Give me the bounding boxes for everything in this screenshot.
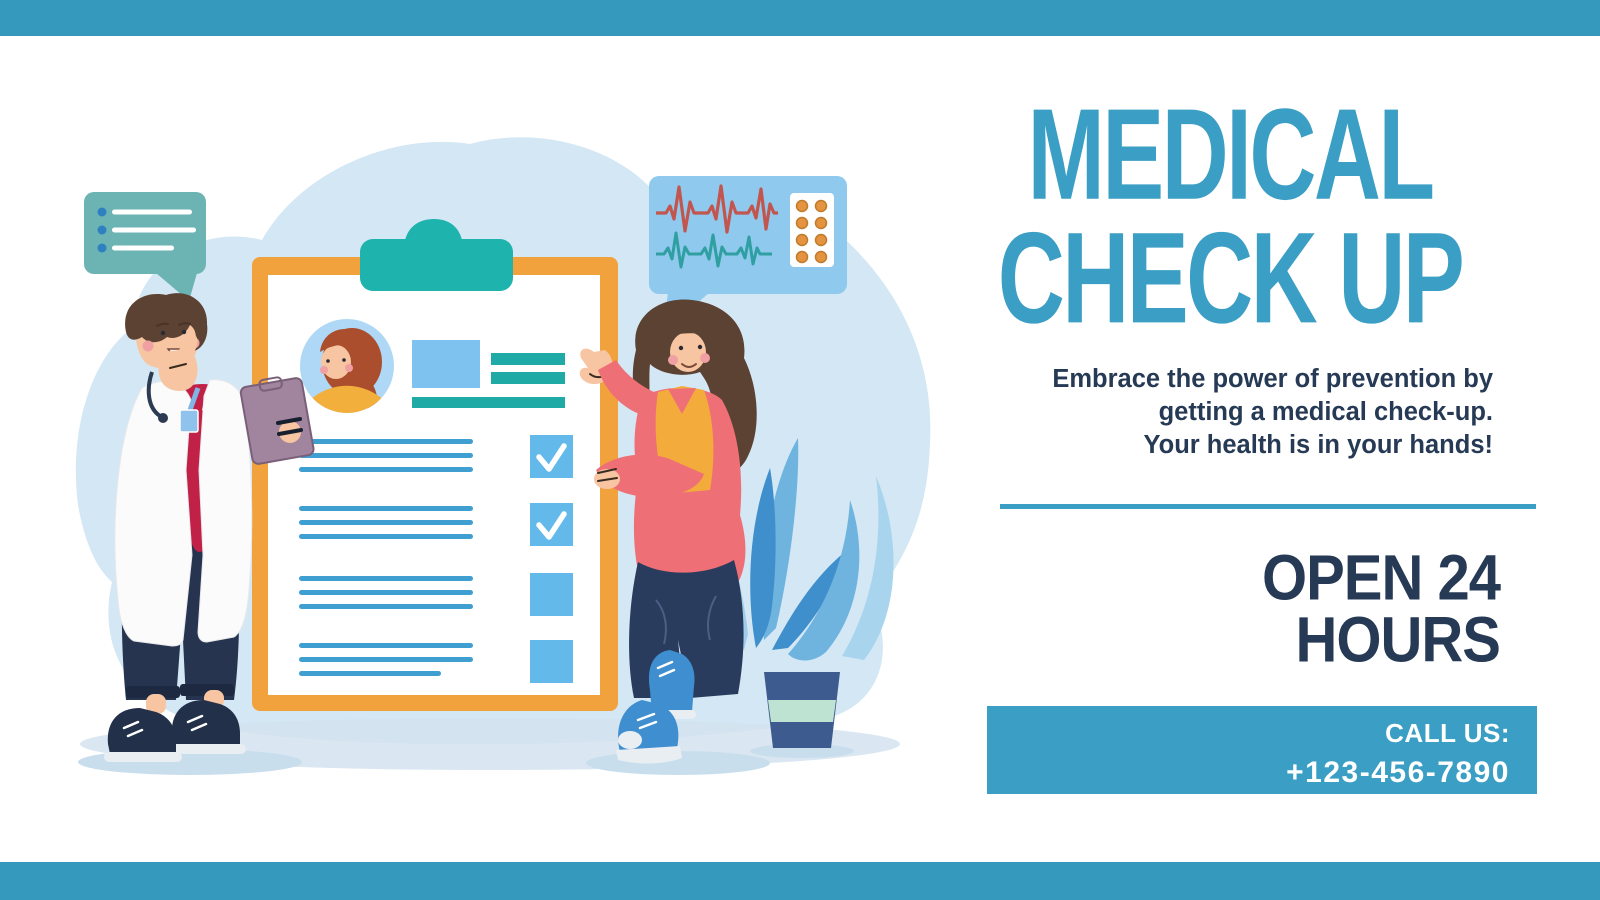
call-us-box: CALL US: +123-456-7890 (987, 706, 1537, 794)
call-us-label: CALL US: (1385, 718, 1510, 748)
divider-line (1000, 504, 1536, 509)
top-accent-bar (0, 0, 1600, 36)
medical-checkup-illustration (75, 137, 931, 775)
ekg-line-teal (656, 231, 772, 269)
ekg-line-red (656, 184, 778, 234)
phone-number: +123-456-7890 (1286, 756, 1510, 789)
title-line-1: MEDICAL (1027, 81, 1435, 227)
patient-character (579, 299, 770, 775)
bottom-accent-bar (0, 862, 1600, 900)
open-hours: OPEN 24 HOURS (1262, 542, 1501, 676)
id-badge-icon (179, 409, 199, 433)
pill-pack-icon (790, 193, 834, 267)
title-line-2: CHECK UP (997, 204, 1465, 350)
heartbeat-pills-speech-bubble-icon (649, 176, 847, 333)
checkboxes (530, 435, 573, 683)
doctor-character (78, 293, 315, 775)
checklist-rows (299, 439, 473, 676)
subtitle-text: Embrace the power of prevention by getti… (1052, 365, 1493, 459)
photo-placeholder (412, 340, 480, 388)
notes-speech-bubble-icon (84, 192, 206, 301)
doctor-tablet-icon (239, 376, 315, 465)
page-title: MEDICAL CHECK UP (981, 81, 1480, 350)
checklist-clipboard-icon (252, 219, 618, 711)
